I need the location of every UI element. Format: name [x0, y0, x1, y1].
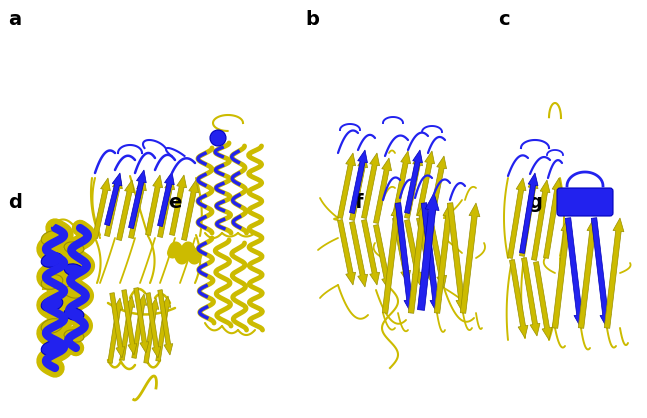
Polygon shape [404, 150, 422, 214]
Polygon shape [122, 290, 137, 355]
Polygon shape [604, 218, 624, 328]
Polygon shape [349, 155, 367, 220]
Polygon shape [421, 203, 441, 313]
Polygon shape [553, 218, 572, 328]
Polygon shape [349, 222, 367, 287]
Polygon shape [578, 218, 598, 328]
Polygon shape [105, 176, 122, 237]
Polygon shape [158, 290, 173, 355]
Text: d: d [8, 193, 22, 212]
Polygon shape [417, 151, 435, 217]
Polygon shape [404, 153, 422, 219]
Polygon shape [129, 178, 146, 239]
Text: b: b [305, 10, 319, 29]
Ellipse shape [41, 231, 63, 245]
Polygon shape [393, 151, 411, 217]
Polygon shape [460, 203, 480, 314]
Text: c: c [498, 10, 510, 29]
Polygon shape [156, 296, 171, 361]
Ellipse shape [64, 308, 84, 320]
Polygon shape [434, 203, 454, 314]
Polygon shape [158, 172, 174, 227]
Polygon shape [362, 219, 380, 285]
Polygon shape [591, 218, 611, 328]
Text: a: a [8, 10, 21, 29]
Polygon shape [108, 298, 123, 363]
Polygon shape [417, 217, 435, 283]
Polygon shape [507, 178, 526, 258]
Polygon shape [362, 153, 380, 219]
Polygon shape [158, 177, 175, 237]
Polygon shape [110, 293, 125, 358]
Polygon shape [520, 173, 538, 253]
Polygon shape [338, 219, 356, 285]
Polygon shape [393, 217, 411, 283]
Polygon shape [105, 173, 122, 226]
Polygon shape [129, 170, 146, 229]
Polygon shape [520, 176, 538, 256]
Polygon shape [338, 153, 356, 219]
Polygon shape [428, 156, 446, 222]
Polygon shape [373, 158, 391, 224]
Polygon shape [447, 203, 467, 313]
Polygon shape [132, 294, 147, 358]
Polygon shape [510, 260, 528, 338]
Text: e: e [168, 193, 181, 212]
Polygon shape [543, 178, 562, 258]
Circle shape [210, 130, 226, 146]
Polygon shape [395, 203, 415, 313]
FancyBboxPatch shape [557, 188, 613, 216]
Text: f: f [355, 193, 364, 212]
Polygon shape [417, 193, 439, 311]
Polygon shape [565, 218, 585, 328]
Polygon shape [428, 222, 446, 288]
Polygon shape [404, 219, 422, 285]
Polygon shape [349, 150, 367, 214]
Polygon shape [170, 175, 186, 235]
Polygon shape [120, 296, 135, 360]
Ellipse shape [64, 330, 84, 342]
Polygon shape [182, 180, 199, 240]
Polygon shape [144, 298, 159, 363]
Ellipse shape [41, 297, 63, 311]
Ellipse shape [64, 286, 84, 298]
Ellipse shape [41, 319, 63, 333]
Ellipse shape [64, 264, 84, 276]
Text: g: g [528, 193, 542, 212]
Polygon shape [373, 224, 391, 290]
Ellipse shape [41, 275, 63, 289]
Polygon shape [521, 257, 540, 336]
Polygon shape [146, 293, 161, 358]
Ellipse shape [64, 242, 84, 254]
Polygon shape [93, 178, 111, 239]
Ellipse shape [41, 252, 63, 268]
Polygon shape [116, 180, 135, 240]
Polygon shape [534, 262, 552, 340]
Polygon shape [532, 180, 550, 260]
Ellipse shape [41, 341, 63, 355]
Polygon shape [382, 203, 402, 314]
Polygon shape [408, 203, 428, 314]
Polygon shape [146, 175, 162, 235]
Polygon shape [134, 288, 149, 353]
